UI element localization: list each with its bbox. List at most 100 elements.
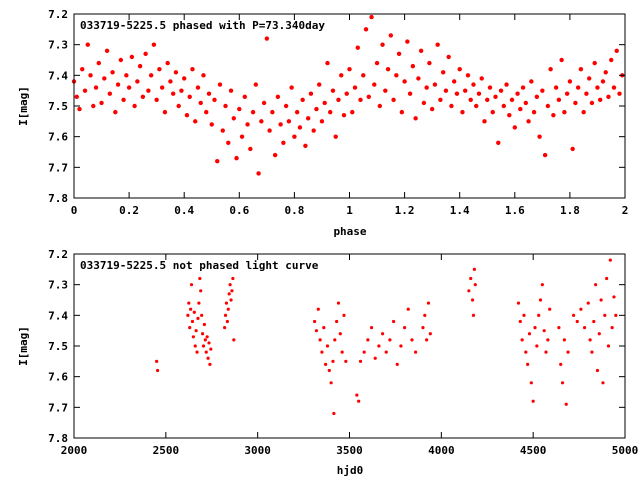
- unphased-data-point: [189, 307, 193, 311]
- unphased-data-point: [197, 301, 201, 305]
- phased-data-point: [537, 134, 542, 139]
- phased-panel: 0 0.2 0.4 0.6 0.8 1 1.2 1.4 1.6 1.8 2 7.2 7.3 7.4 7.5 7…: [17, 8, 628, 238]
- phased-data-point: [209, 122, 214, 127]
- phased-data-point: [198, 100, 203, 106]
- phased-data-point: [377, 103, 383, 109]
- unphased-data-point: [231, 276, 235, 281]
- phased-data-point: [157, 67, 162, 72]
- unphased-ytick-label: 7.8: [48, 432, 68, 445]
- phased-data-point: [418, 48, 424, 53]
- unphased-data-point: [548, 307, 552, 311]
- phased-data-point: [126, 85, 132, 90]
- phased-data-point: [564, 91, 570, 96]
- unphased-data-point: [369, 326, 374, 330]
- phased-data-point: [540, 88, 545, 93]
- phased-data-point: [137, 63, 143, 69]
- phased-data-point: [344, 91, 349, 96]
- unphased-data-point: [601, 381, 605, 385]
- phased-data-point: [77, 106, 82, 112]
- phased-data-point: [107, 91, 113, 96]
- phased-xtick-label: 0.2: [119, 204, 139, 217]
- unphased-data-point: [516, 301, 521, 305]
- unphased-data-point: [229, 298, 233, 302]
- unphased-data-point: [425, 338, 429, 342]
- phased-data-point: [600, 79, 606, 84]
- unphased-data-point: [207, 341, 211, 345]
- phased-data-point: [468, 97, 473, 103]
- unphased-data-point: [188, 326, 192, 330]
- phased-data-point: [556, 97, 562, 103]
- phased-data-point: [482, 119, 487, 124]
- unphased-data-point: [606, 344, 611, 348]
- phased-data-point: [212, 97, 217, 103]
- phased-data-point: [372, 82, 377, 87]
- phased-data-point: [399, 109, 405, 115]
- phased-data-point: [490, 109, 495, 115]
- phased-data-point: [104, 48, 110, 53]
- unphased-ylabel: I[mag]: [17, 326, 30, 366]
- unphased-data-point: [200, 332, 205, 336]
- unphased-data-point: [336, 301, 341, 305]
- unphased-data-point: [196, 316, 200, 320]
- phased-data-point: [275, 94, 281, 100]
- phased-data-point: [154, 97, 159, 103]
- unphased-data-point: [421, 326, 425, 330]
- unphased-data-point: [228, 283, 232, 287]
- phased-data-point: [474, 103, 479, 109]
- phased-data-point: [129, 54, 135, 60]
- phased-xtick-label: 1.2: [395, 204, 415, 217]
- phased-data-point: [548, 67, 553, 72]
- phased-data-point: [223, 103, 228, 109]
- phased-data-point: [278, 122, 283, 127]
- phased-data-point: [479, 76, 484, 81]
- phased-data-point: [80, 67, 85, 72]
- unphased-data-point: [594, 283, 598, 287]
- phased-data-point: [333, 134, 338, 139]
- phased-xtick-label: 0.6: [229, 204, 249, 217]
- phased-data-point: [336, 97, 341, 103]
- phased-data-point: [341, 113, 347, 118]
- phased-data-point: [363, 27, 369, 32]
- phased-data-point: [611, 85, 617, 90]
- unphased-data-point: [388, 338, 392, 342]
- phased-data-point: [74, 94, 79, 100]
- phased-data-point: [432, 82, 438, 87]
- phased-data-point: [264, 36, 270, 41]
- phased-data-point: [595, 85, 600, 90]
- unphased-data-point: [579, 307, 583, 311]
- phased-data-point: [578, 67, 584, 72]
- unphased-ytick-label: 7.2: [48, 248, 68, 261]
- phased-data-point: [215, 159, 220, 164]
- phased-data-point: [512, 125, 517, 130]
- phased-data-point: [427, 60, 432, 66]
- phased-data-point: [545, 103, 551, 109]
- unphased-data-point: [198, 276, 202, 281]
- unphased-data-point: [520, 338, 524, 342]
- phased-data-point: [190, 67, 195, 72]
- phased-data-point: [294, 109, 300, 115]
- phased-data-point: [193, 119, 198, 124]
- unphased-data-point: [189, 283, 194, 287]
- unphased-data-point: [428, 332, 432, 336]
- phased-data-point: [589, 100, 595, 106]
- unphased-xtick-label: 4500: [520, 444, 547, 457]
- unphased-data-point: [384, 350, 388, 354]
- phased-data-point: [204, 109, 209, 115]
- unphased-data-point: [199, 289, 203, 293]
- unphased-xtick-label: 4000: [428, 444, 455, 457]
- phased-data-point: [617, 91, 622, 96]
- unphased-data-point: [232, 338, 236, 342]
- unphased-data-point: [595, 368, 600, 373]
- unphased-data-point: [562, 338, 566, 342]
- unphased-data-point: [335, 319, 339, 324]
- phased-data-point: [388, 33, 394, 38]
- phased-data-point: [567, 79, 573, 84]
- unphased-data-point: [203, 338, 207, 342]
- unphased-data-point: [373, 356, 377, 360]
- phased-ytick-label: 7.5: [48, 100, 68, 113]
- phased-data-point: [195, 85, 201, 90]
- phased-data-point: [319, 119, 325, 124]
- unphased-data-point: [332, 411, 336, 416]
- phased-data-point: [179, 88, 184, 93]
